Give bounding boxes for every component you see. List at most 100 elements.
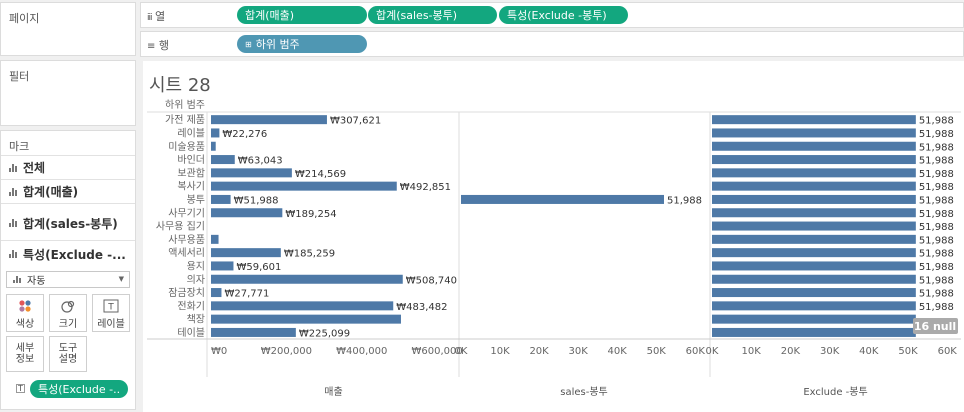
bar [712,248,916,258]
axis-title: sales-봉투 [560,386,608,398]
bar-chart-icon [9,163,17,172]
color-dots-icon [7,299,43,319]
columns-shelf: iii 열 합계(매출) 합계(sales-봉투) 특성(Exclude -봉투… [140,2,964,28]
bar [712,288,916,298]
bar [211,274,403,284]
mark-type-dropdown[interactable]: 자동 ▼ [6,271,130,288]
bar-chart-icon [9,219,17,227]
tooltip-button[interactable]: 도구 설명 [49,336,87,372]
data-label: 51,988 [919,129,954,140]
filters-card[interactable]: 필터 [0,60,136,126]
axis-tick-label: 10K [742,346,762,357]
svg-text:T: T [107,303,114,313]
bar [211,181,397,191]
viz-area: 시트 28 하위 범주 가전 제품 레이블 미술용품 바인더 보관함 복사기 봉투 사무기기 사… [143,61,964,412]
bar [712,155,916,165]
marks-tab-sales-envelope[interactable]: 합계(sales-봉투) [1,211,135,235]
bar [712,274,916,284]
marks-tab-all[interactable]: 전체 [1,155,135,179]
bar [712,221,916,231]
axis-tick-label: 30K [568,346,588,357]
category-label: 바인더 [177,154,205,166]
data-label: ₩59,601 [236,262,281,273]
marks-tab-label: 합계(매출) [23,185,79,199]
data-label: 51,988 [919,209,954,220]
null-badge-text: 16 null [914,320,956,333]
data-label: 51,988 [919,142,954,153]
filters-title: 필터 [9,70,30,83]
category-label: 가전 제품 [165,114,205,126]
bar [712,168,916,178]
data-label: ₩483,482 [396,302,447,313]
category-label: 레이블 [177,127,205,139]
bar [712,261,916,271]
data-label: 51,988 [919,275,954,286]
data-label: ₩214,569 [295,169,346,180]
axis-tick-label: 50K [898,346,918,357]
detail-button[interactable]: 세부 정보 [6,336,44,372]
rows-icon: ≡ [147,41,156,52]
bar [211,208,283,218]
bar [461,194,665,204]
row-header: 하위 범주 [165,98,205,111]
axis-tick-label: 0K [455,346,468,357]
column-pill-sales[interactable]: 합계(매출) [237,6,367,24]
size-label: 크기 [58,319,78,330]
data-label: ₩22,276 [222,129,267,140]
bar [211,261,234,271]
color-button[interactable]: 색상 [6,294,44,332]
color-label: 색상 [15,319,35,330]
data-label: 51,988 [919,116,954,127]
marks-tab-sales[interactable]: 합계(매출) [1,179,135,204]
bar [211,288,222,298]
bar [211,327,296,337]
category-label: 미술용품 [168,141,205,153]
label-button[interactable]: T 레이블 [92,294,130,332]
data-label: ₩27,771 [224,289,269,300]
label-mark-icon: T [16,384,25,393]
category-label: 사무용품 [168,234,205,246]
data-label: 51,988 [919,302,954,313]
category-label: 책장 [187,314,205,326]
bar [211,141,216,151]
null-badge [913,318,958,334]
category-label: 사무용 집기 [156,221,205,233]
axis-tick-label: ₩0 [211,346,227,357]
bar [211,248,281,258]
data-label: ₩492,851 [400,182,451,193]
axis-tick-label: 60K [686,346,706,357]
row-pill-subcategory[interactable]: ⊞ 하위 범주 [237,35,367,53]
data-label: 51,988 [919,249,954,260]
label-t-icon: T [93,299,129,319]
bar [211,194,231,204]
column-pill-exclude[interactable]: 특성(Exclude -봉투) [499,6,628,24]
category-label: 복사기 [177,181,205,193]
bar [712,181,916,191]
marks-tab-label: 특성(Exclude -... [23,247,126,262]
bar [712,194,916,204]
data-label: 51,988 [919,222,954,233]
sheet-title: 시트 28 [149,75,211,96]
label-label: 레이블 [97,319,125,330]
rows-shelf-label: ≡ 행 [147,39,170,52]
axis-tick-label: 20K [781,346,801,357]
column-pill-sales-envelope[interactable]: 합계(sales-봉투) [368,6,497,24]
marks-detail-pill[interactable]: 특성(Exclude -.. [30,380,128,398]
bar [211,314,401,324]
data-label: ₩508,740 [406,275,457,286]
size-button[interactable]: 크기 [49,294,87,332]
bar [211,234,219,244]
pages-card[interactable]: 페이지 [0,2,136,56]
category-label: 의자 [187,274,205,286]
data-label: 51,988 [919,289,954,300]
bar [712,128,916,138]
detail-label: 세부 정보 [15,343,35,365]
axis-tick-label: ₩200,000 [261,346,312,357]
data-label: 51,988 [919,195,954,206]
data-label: 51,988 [919,156,954,167]
marks-tab-exclude[interactable]: 특성(Exclude -... [1,240,135,267]
columns-icon: iii [147,13,152,23]
size-icon [50,299,86,319]
columns-shelf-label: iii 열 [147,10,166,23]
